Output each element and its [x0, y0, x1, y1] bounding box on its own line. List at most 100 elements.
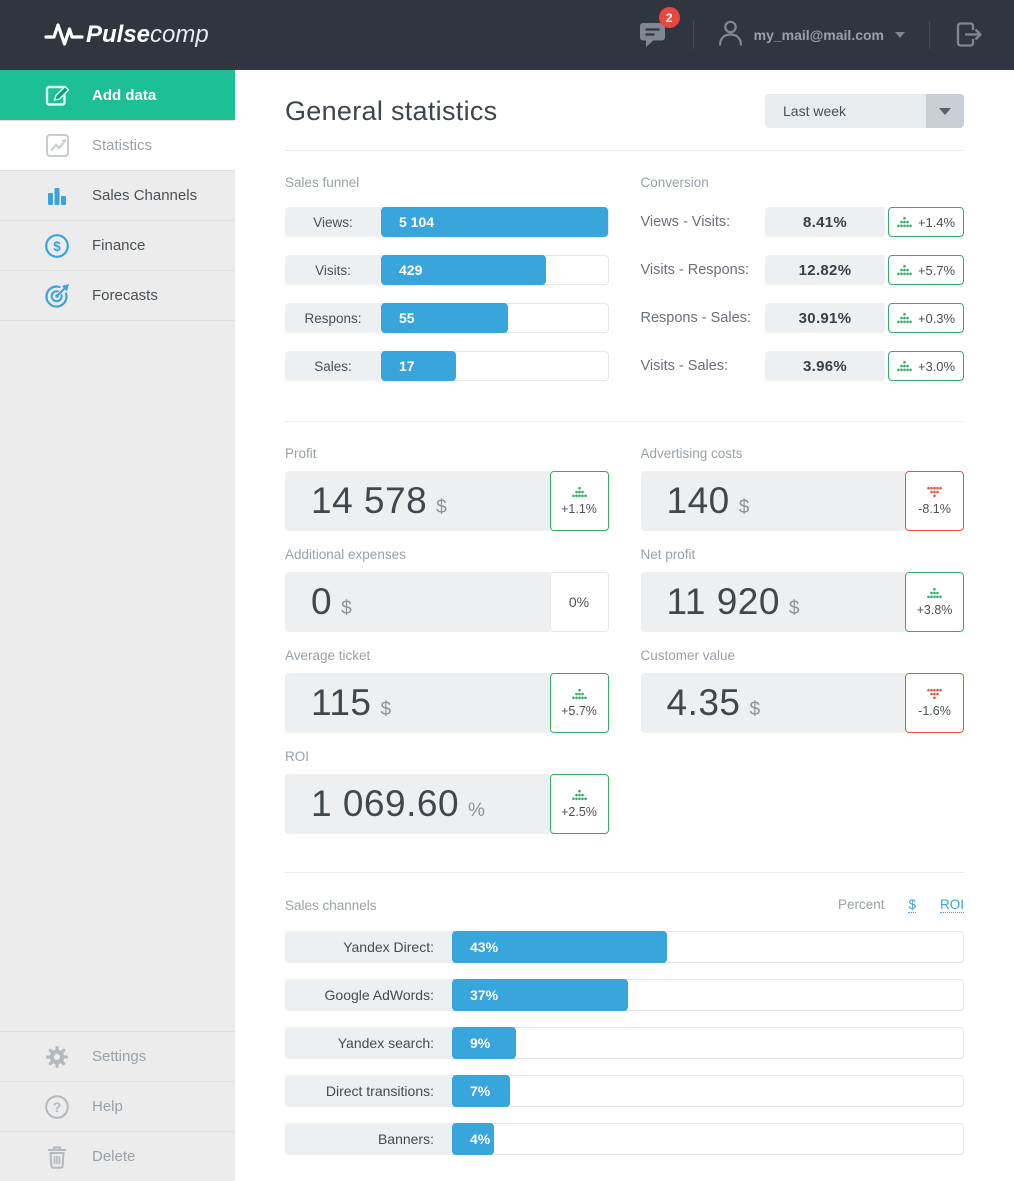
sidebar-item-sales-channels[interactable]: Sales Channels [0, 170, 235, 220]
conversion-delta-value: +1.4% [917, 214, 956, 230]
stat-main: 4.35 $ [640, 673, 905, 733]
stat-block: Average ticket 115 $ +5.7% [285, 648, 609, 733]
dollar-circle-icon: $ [44, 233, 70, 259]
target-icon [44, 283, 70, 309]
svg-text:?: ? [53, 1099, 62, 1115]
svg-text:$: $ [53, 239, 61, 254]
channel-bar-value: 37% [470, 987, 499, 1003]
stat-block: Additional expenses 0 $ 0% [285, 547, 609, 632]
conversion-title: Conversion [640, 175, 709, 190]
trend-up-dots-icon [897, 360, 912, 372]
funnel-bar: 429 [381, 255, 547, 285]
sidebar-item-statistics[interactable]: Statistics [0, 120, 235, 170]
mode-roi[interactable]: ROI [939, 897, 964, 913]
stat-delta-value: +1.1% [561, 502, 597, 516]
channel-row-track: 9% [452, 1027, 964, 1059]
sales-funnel-title: Sales funnel [285, 175, 360, 190]
edit-icon [44, 83, 70, 108]
stat-card: 4.35 $ -1.6% [640, 673, 964, 733]
stat-main: 0 $ [285, 572, 550, 632]
funnel-bar: 55 [381, 303, 508, 333]
period-select[interactable]: Last week [765, 94, 964, 128]
conversion-delta-badge: +1.4% [888, 207, 964, 237]
sidebar-item-add-data[interactable]: Add data [0, 70, 235, 120]
funnel-row: Respons: 55 [285, 303, 609, 333]
conversion-row: Views - Visits: 8.41% +1.4% [640, 207, 964, 237]
stat-title: Advertising costs [640, 446, 743, 461]
question-circle-icon: ? [44, 1094, 70, 1120]
sidebar-item-label: Settings [92, 1048, 147, 1065]
conversion-row-label: Views - Visits: [640, 214, 731, 230]
stat-delta-value: -1.6% [918, 704, 951, 718]
stat-delta-value: -8.1% [918, 502, 951, 516]
header-divider [929, 21, 930, 49]
sidebar-item-label: Statistics [92, 137, 153, 154]
trend-up-dots-icon [571, 688, 587, 700]
channel-row: Direct transitions: 7% [285, 1075, 964, 1107]
stat-value: 115 [311, 682, 372, 723]
stat-value: 14 578 [311, 480, 428, 521]
stat-block: Profit 14 578 $ +1.1% [285, 446, 609, 531]
conversion-value: 30.91% [765, 303, 885, 333]
stats-column-right: Advertising costs 140 $ -8.1% Net profit [640, 446, 964, 850]
funnel-bar-value: 55 [399, 310, 415, 326]
stat-block: Customer value 4.35 $ -1.6% [640, 648, 964, 733]
sidebar: Add data Statistics Sales Channels [0, 70, 235, 1181]
stat-title: Profit [285, 446, 317, 461]
mode-percent[interactable]: Percent [837, 897, 885, 912]
trend-down-dots-icon [927, 688, 942, 700]
stat-main: 1 069.60 % [285, 774, 550, 834]
stat-unit: $ [380, 699, 392, 720]
trend-up-dots-icon [897, 216, 912, 228]
stat-value: 1 069.60 [311, 783, 460, 824]
sidebar-item-finance[interactable]: $ Finance [0, 220, 235, 270]
stat-delta-badge: +1.1% [549, 471, 609, 531]
channel-row-label: Direct transitions: [285, 1075, 452, 1107]
channel-row: Banners: 4% [285, 1123, 964, 1155]
funnel-row: Sales: 17 [285, 351, 609, 381]
conversion-row: Respons - Sales: 30.91% +0.3% [641, 303, 964, 333]
app-logo-text: Pulsecomp [86, 21, 209, 48]
sidebar-item-delete[interactable]: Delete [0, 1131, 235, 1181]
mode-dollar[interactable]: $ [908, 897, 916, 913]
stat-unit: $ [738, 497, 750, 518]
sales-channels-title: Sales channels [285, 897, 377, 913]
channel-row-label: Yandex search: [285, 1027, 452, 1059]
conversion-delta-value: +3.0% [917, 358, 956, 374]
stat-delta-value: 0% [568, 594, 590, 610]
stat-delta-badge: +5.7% [549, 673, 609, 733]
stat-delta-badge: +2.5% [549, 774, 609, 834]
sidebar-item-forecasts[interactable]: Forecasts [0, 270, 235, 320]
trend-down-dots-icon [927, 486, 942, 498]
stat-block: Advertising costs 140 $ -8.1% [640, 446, 964, 531]
conversion-list: Views - Visits: 8.41% +1.4% Visits - Res… [640, 207, 964, 381]
stat-main: 115 $ [285, 673, 550, 733]
conversion-value: 3.96% [765, 351, 885, 381]
channel-row-label: Google AdWords: [285, 979, 452, 1011]
stat-delta-badge: 0% [549, 572, 609, 632]
user-menu[interactable]: my_mail@mail.com [718, 19, 905, 52]
funnel-row-label: Visits: [285, 255, 381, 285]
sidebar-nav: Add data Statistics Sales Channels [0, 70, 235, 321]
header-divider [692, 21, 694, 49]
stat-unit: % [468, 800, 485, 821]
section-divider [285, 150, 964, 151]
chevron-down-icon [939, 107, 951, 115]
conversion-row: Visits - Sales: 3.96% +3.0% [641, 351, 964, 381]
stat-card: 115 $ +5.7% [285, 673, 609, 733]
period-select-value: Last week [783, 103, 847, 119]
period-select-arrow[interactable] [926, 94, 964, 128]
sidebar-item-help[interactable]: ? Help [0, 1081, 235, 1131]
funnel-row-label: Respons: [285, 303, 381, 333]
stat-value: 0 [311, 581, 333, 622]
trend-up-dots-icon [897, 264, 912, 276]
sidebar-item-label: Delete [92, 1148, 136, 1165]
channel-bar-value: 9% [470, 1035, 491, 1051]
sidebar-item-settings[interactable]: Settings [0, 1031, 235, 1081]
bar-chart-icon [44, 184, 70, 208]
sidebar-item-label: Finance [92, 237, 146, 254]
line-chart-icon [44, 133, 70, 158]
logout-button[interactable] [954, 18, 984, 53]
notifications-button[interactable]: 2 [638, 7, 680, 54]
conversion-delta-value: +5.7% [917, 262, 956, 278]
